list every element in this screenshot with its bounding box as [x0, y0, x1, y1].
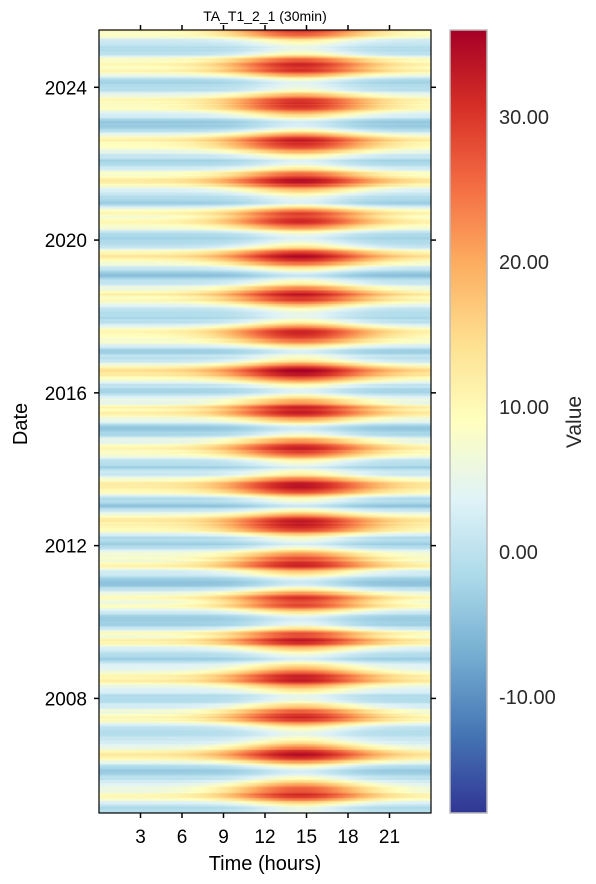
y-tick-label: 2016 — [45, 384, 87, 405]
colorbar-tick-label: 10.00 — [499, 397, 549, 419]
colorbar — [449, 29, 488, 814]
y-axis: 2008 2012 2016 2020 2024 — [45, 78, 436, 710]
x-tick-label: 12 — [254, 827, 275, 848]
y-tick-label: 2008 — [45, 689, 87, 710]
x-axis-label: Time (hours) — [209, 853, 322, 875]
x-tick-label: 9 — [218, 827, 229, 848]
colorbar-label: Value — [563, 396, 586, 448]
colorbar-tick-label: -10.00 — [499, 687, 556, 709]
y-axis-label: Date — [10, 403, 32, 445]
x-axis: 3 6 9 12 15 18 21 — [135, 25, 400, 848]
x-tick-label: 15 — [296, 827, 317, 848]
colorbar-tick-label: 20.00 — [499, 252, 549, 274]
x-tick-label: 3 — [135, 827, 146, 848]
chart-title: TA_T1_2_1 (30min) — [203, 8, 326, 24]
colorbar-tick-label: 30.00 — [499, 107, 549, 129]
heatmap-cells — [99, 30, 431, 813]
colorbar-axis: -10.00 0.00 10.00 20.00 30.00 — [499, 107, 556, 709]
x-tick-label: 6 — [177, 827, 188, 848]
colorbar-tick-label: 0.00 — [499, 542, 538, 564]
y-tick-label: 2012 — [45, 537, 87, 558]
x-tick-label: 18 — [337, 827, 358, 848]
y-tick-label: 2020 — [45, 231, 87, 252]
x-tick-label: 21 — [379, 827, 400, 848]
y-tick-label: 2024 — [45, 78, 88, 99]
